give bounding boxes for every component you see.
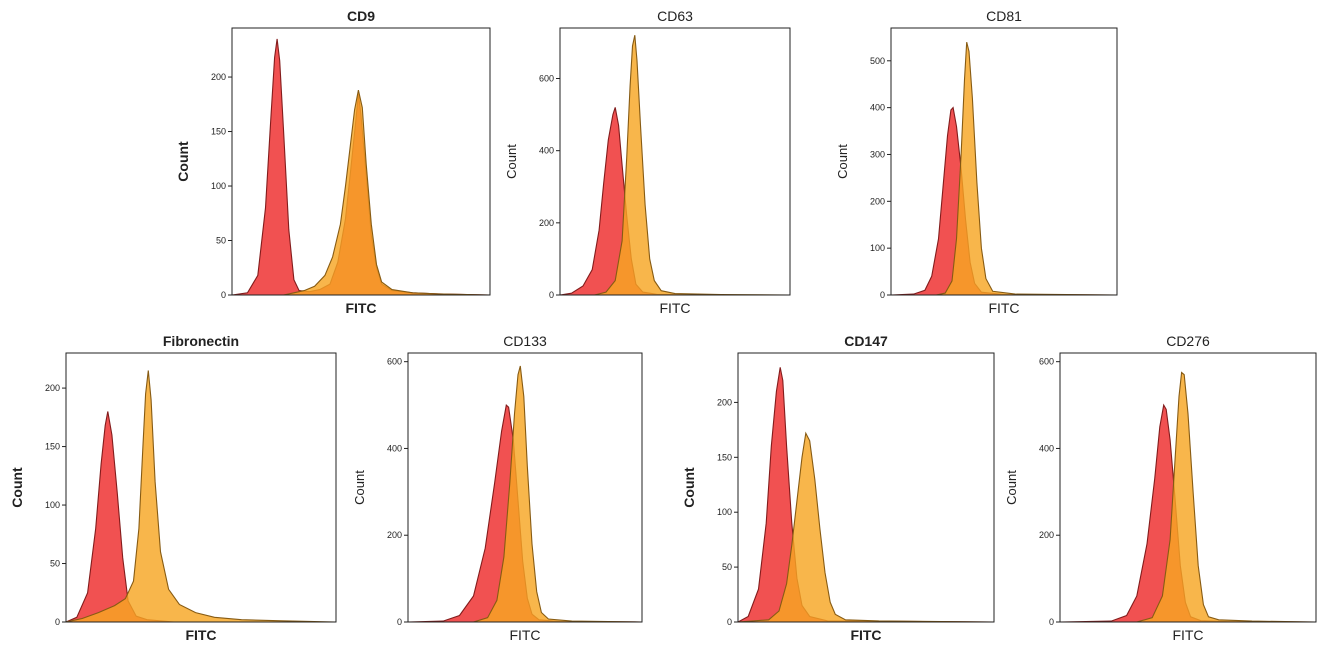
y-tick-label: 0 — [221, 290, 226, 300]
y-tick-label: 150 — [211, 127, 226, 137]
panel-title: CD276 — [1166, 333, 1210, 349]
histogram-series-2 — [560, 35, 790, 295]
y-tick-label: 400 — [387, 443, 402, 453]
plot-area — [1060, 371, 1316, 622]
plot-area — [738, 367, 994, 622]
y-tick-label: 300 — [870, 149, 885, 159]
panel-cd81: 0 100 200 300 400 500 CD81 FITC Count — [835, 8, 1118, 316]
panel-title: CD81 — [986, 8, 1022, 24]
y-tick-label: 50 — [722, 562, 732, 572]
panel-cd147: 0 50 100 150 200 CD147 FITC Count — [681, 333, 995, 643]
plot-frame — [65, 352, 337, 623]
y-tick-label: 200 — [1039, 530, 1054, 540]
y-tick-label: 200 — [387, 530, 402, 540]
y-tick-label: 100 — [717, 507, 732, 517]
plot-frame — [1059, 352, 1317, 623]
y-axis-label: Count — [175, 141, 191, 182]
panel-cd9: 0 50 100 150 200 CD9 FITC Count — [175, 8, 491, 316]
histogram-series-2 — [891, 41, 1117, 295]
y-tick-label: 0 — [880, 290, 885, 300]
y-axis-label: Count — [504, 144, 519, 179]
y-tick-label: 100 — [211, 181, 226, 191]
panel-title: Fibronectin — [163, 333, 239, 349]
y-tick-label: 200 — [211, 72, 226, 82]
plot-frame — [407, 352, 643, 623]
histogram-series-2 — [232, 89, 490, 295]
histogram-series-1 — [66, 411, 336, 622]
histogram-series-2 — [1060, 371, 1316, 622]
plot-area — [232, 38, 490, 295]
plot-frame — [890, 27, 1118, 296]
y-tick-label: 150 — [717, 452, 732, 462]
y-axis-label: Count — [835, 144, 850, 179]
panel-title: CD133 — [503, 333, 547, 349]
y-tick-label: 400 — [539, 146, 554, 156]
y-tick-label: 400 — [870, 103, 885, 113]
panel-fibronectin: 0 50 100 150 200 Fibronectin FITC Count — [9, 333, 337, 643]
histogram-series-1 — [738, 367, 994, 622]
panel-cd63: 0 200 400 600 CD63 FITC Count — [504, 8, 791, 316]
y-tick-label: 150 — [45, 442, 60, 452]
y-axis-label: Count — [1004, 470, 1019, 505]
plot-area — [408, 365, 642, 622]
y-tick-label: 0 — [727, 617, 732, 627]
y-tick-label: 200 — [870, 196, 885, 206]
y-tick-label: 100 — [45, 500, 60, 510]
plot-frame — [737, 352, 995, 623]
plot-area — [560, 35, 790, 295]
y-tick-label: 200 — [717, 397, 732, 407]
y-tick-label: 50 — [216, 236, 226, 246]
y-axis-label: Count — [9, 467, 25, 508]
plot-area — [891, 41, 1117, 295]
histogram-series-2 — [408, 365, 642, 622]
y-tick-label: 0 — [549, 290, 554, 300]
histogram-series-2 — [738, 431, 994, 622]
y-axis-label: Count — [352, 470, 367, 505]
y-tick-label: 0 — [55, 617, 60, 627]
y-tick-label: 500 — [870, 56, 885, 66]
panel-cd133: 0 200 400 600 CD133 FITC Count — [352, 333, 643, 643]
y-tick-label: 200 — [45, 383, 60, 393]
x-axis-label: FITC — [1172, 627, 1203, 643]
plot-frame — [231, 27, 491, 296]
y-tick-label: 200 — [539, 218, 554, 228]
histogram-series-1 — [560, 107, 790, 295]
y-tick-label: 400 — [1039, 443, 1054, 453]
x-axis-label: FITC — [659, 300, 690, 316]
y-axis-label: Count — [681, 467, 697, 508]
y-tick-label: 600 — [539, 74, 554, 84]
histogram-series-1 — [891, 106, 1117, 295]
y-tick-label: 600 — [1039, 357, 1054, 367]
panel-cd276: 0 200 400 600 CD276 FITC Count — [1004, 333, 1317, 643]
plot-area — [66, 370, 336, 622]
panel-title: CD147 — [844, 333, 888, 349]
y-tick-label: 100 — [870, 243, 885, 253]
x-axis-label: FITC — [509, 627, 540, 643]
plot-frame — [559, 27, 791, 296]
x-axis-label: FITC — [988, 300, 1019, 316]
x-axis-label: FITC — [345, 300, 376, 316]
y-tick-label: 50 — [50, 559, 60, 569]
y-tick-label: 0 — [1049, 617, 1054, 627]
panel-title: CD63 — [657, 8, 693, 24]
x-axis-label: FITC — [850, 627, 881, 643]
panel-title: CD9 — [347, 8, 375, 24]
y-tick-label: 0 — [397, 617, 402, 627]
y-tick-label: 600 — [387, 357, 402, 367]
x-axis-label: FITC — [185, 627, 216, 643]
histogram-series-2 — [66, 370, 336, 622]
